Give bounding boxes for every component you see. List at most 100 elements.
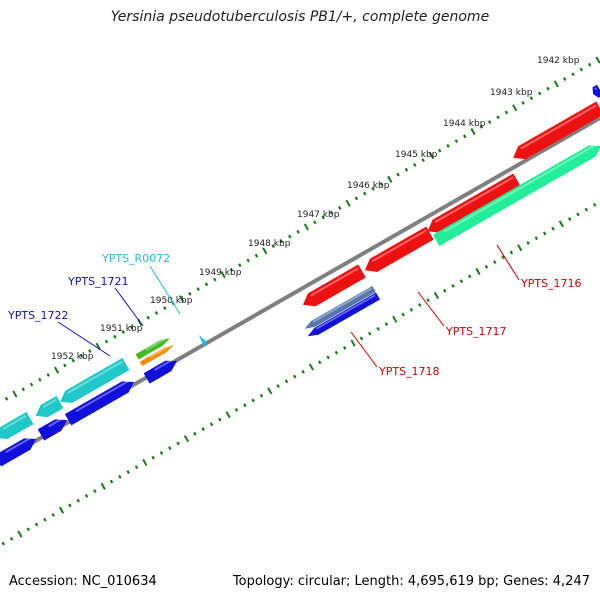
tick-mark: [579, 67, 584, 72]
gene-green-shape: [135, 338, 170, 360]
tick-mark: [84, 493, 89, 498]
tick-mark: [238, 263, 242, 268]
gene-red-3-highlight: [371, 229, 427, 263]
tick-mark: [371, 186, 375, 191]
tick-mark: [284, 379, 289, 384]
tick-mark: [517, 244, 523, 252]
gene-red-4-highlight: [309, 267, 359, 297]
gene-blue-5: [143, 358, 177, 384]
gene-blue-2-highlight: [75, 379, 131, 413]
tick-mark: [584, 207, 589, 212]
tick-mark: [151, 455, 155, 460]
tick-mark: [276, 384, 280, 389]
gene-teal-3-shape: [0, 411, 34, 439]
tick-mark: [271, 244, 275, 249]
gene-label: YPTS_1717: [445, 325, 507, 338]
gene-orange-highlight: [149, 343, 173, 359]
tick-mark: [46, 373, 50, 377]
tick-mark: [512, 104, 518, 112]
gene-orange: [139, 343, 174, 367]
gene-blue-1718: [307, 292, 380, 337]
kbp-tick-label: 1946 kbp: [347, 181, 390, 191]
tick-mark: [34, 522, 39, 527]
kbp-tick-label: 1943 kbp: [490, 88, 533, 98]
tick-mark: [329, 210, 334, 215]
gene-blue-4-shape: [0, 438, 36, 467]
tick-mark: [38, 377, 42, 382]
tick-mark: [553, 80, 559, 88]
tick-mark: [576, 212, 580, 217]
tick-mark: [279, 239, 284, 244]
gene-blue-top-highlight: [594, 87, 598, 91]
gene-red-3: [364, 226, 434, 272]
tick-mark: [451, 283, 455, 288]
tick-mark: [459, 279, 464, 284]
tick-mark: [218, 417, 222, 422]
tick-mark: [113, 334, 117, 339]
gene-steel-highlight: [312, 287, 372, 323]
gene-teal-1-shape: [60, 357, 130, 403]
kbp-tick-label: 1947 kbp: [297, 210, 340, 220]
kbp-tick-label: 1948 kbp: [248, 239, 291, 249]
tick-mark: [343, 346, 347, 350]
tick-mark: [509, 250, 514, 255]
tick-mark: [546, 86, 550, 91]
gene-label: YPTS_1718: [378, 365, 440, 378]
tick-mark: [551, 226, 555, 231]
tick-mark: [142, 458, 148, 467]
tick-mark: [462, 134, 467, 139]
gene-label-leader: [114, 287, 144, 327]
outer-tick-ring: [4, 56, 600, 401]
gene-mint-1-highlight: [443, 143, 598, 233]
tick-mark: [475, 268, 481, 276]
tick-mark: [542, 231, 547, 236]
gene-blue-5-highlight: [154, 358, 175, 371]
tick-mark: [163, 306, 167, 311]
gene-label: YPTS_1716: [520, 277, 582, 290]
gene-red-1: [513, 101, 600, 160]
gene-teal-3: [0, 411, 34, 439]
tick-mark: [104, 339, 109, 344]
tick-mark: [4, 396, 9, 401]
gene-steel: [304, 285, 376, 329]
tick-mark: [204, 282, 209, 287]
tick-mark: [326, 355, 330, 360]
tick-mark: [134, 465, 139, 470]
gene-label-leader: [57, 321, 111, 357]
tick-mark: [178, 295, 185, 303]
gene-blue-2: [64, 379, 134, 426]
tick-mark: [387, 175, 393, 183]
tick-mark: [209, 422, 214, 427]
gene-teal-2: [35, 395, 64, 418]
tick-mark: [484, 264, 489, 269]
tick-mark: [454, 139, 459, 144]
tick-mark: [354, 196, 359, 201]
gene-label: YPTS_1722: [7, 309, 69, 322]
tick-mark: [409, 307, 414, 312]
gene-red-4: [302, 264, 366, 307]
gene-label: YPTS_1721: [67, 275, 129, 288]
tick-mark: [12, 390, 18, 398]
gene-teal-1-highlight: [67, 360, 123, 394]
tick-mark: [428, 151, 435, 159]
tick-mark: [558, 220, 564, 228]
gene-red-1-shape: [513, 101, 600, 160]
tick-mark: [567, 217, 572, 222]
tick-mark: [79, 353, 84, 358]
gene-blue-1718-highlight: [315, 294, 376, 330]
tick-mark: [379, 182, 384, 187]
tick-mark: [201, 427, 205, 431]
tick-mark: [26, 527, 30, 532]
tick-mark: [396, 172, 400, 177]
tick-mark: [21, 387, 25, 392]
tick-mark: [126, 470, 130, 474]
tick-mark: [301, 369, 305, 374]
tick-mark: [479, 124, 484, 129]
tick-mark: [100, 482, 106, 490]
tick-mark: [95, 342, 101, 350]
tick-mark: [225, 411, 231, 419]
gene-orange-shape: [139, 345, 174, 367]
tick-mark: [504, 110, 509, 115]
gene-blue-2-shape: [64, 381, 134, 426]
